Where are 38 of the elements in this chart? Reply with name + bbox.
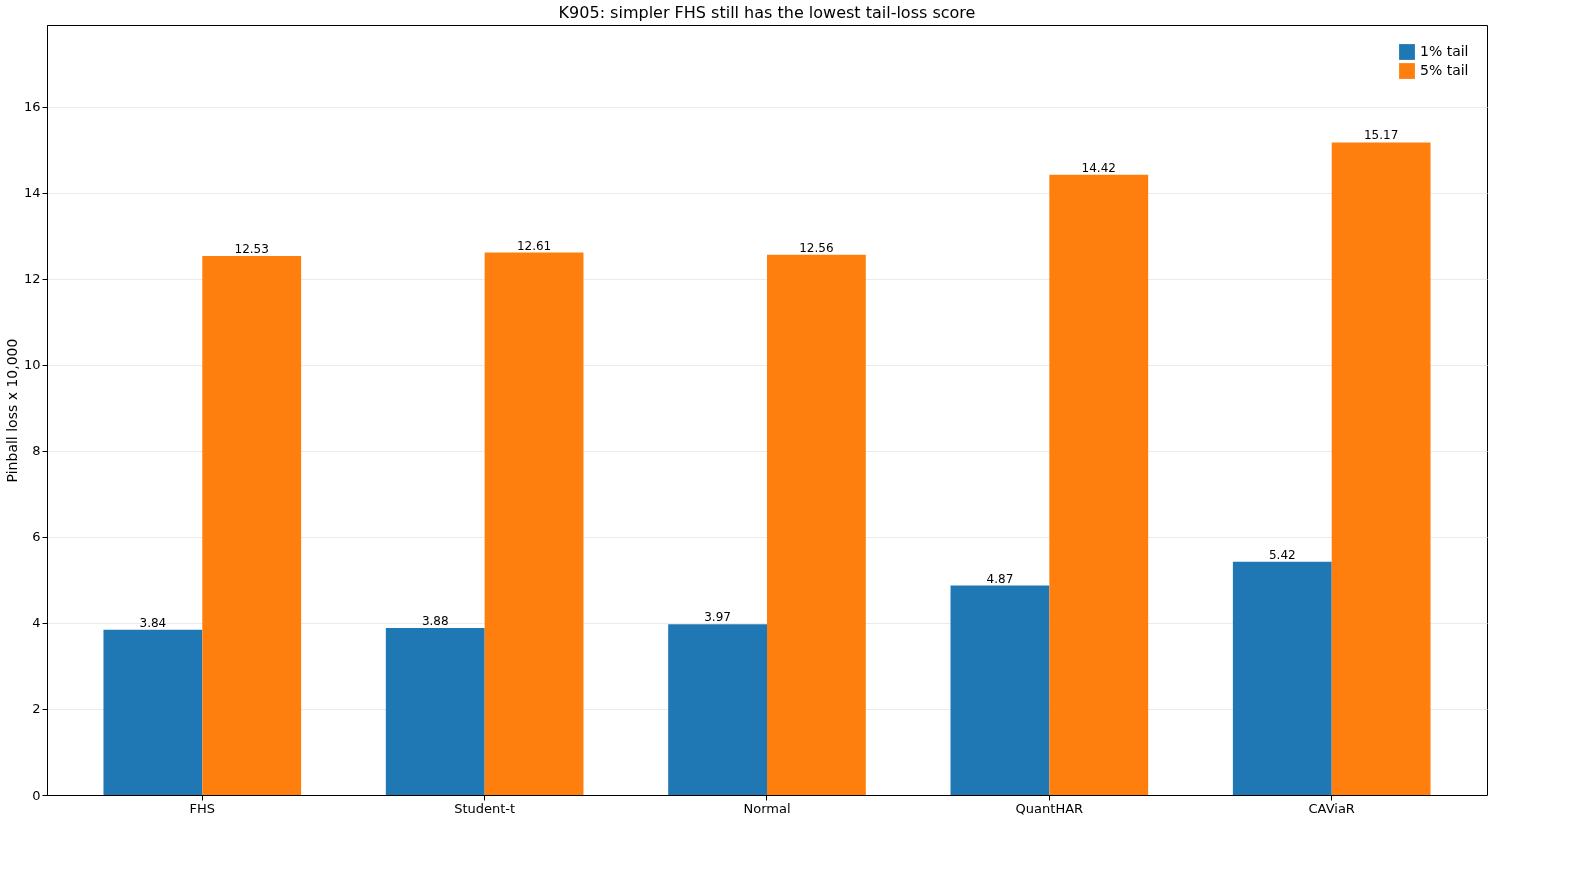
y-tick-label: 4: [32, 615, 41, 631]
bar: [1331, 142, 1431, 795]
bar: [767, 254, 866, 795]
data-label: 12.61: [516, 238, 552, 253]
chart-title: K905: simpler FHS still has the lowest tail-loss score: [558, 3, 976, 22]
y-tick-label: 2: [32, 701, 41, 717]
data-label: 3.97: [704, 610, 731, 625]
bar: [1232, 561, 1332, 795]
legend-label: 5% tail: [1420, 62, 1469, 78]
y-tick-label: 0: [32, 787, 41, 803]
y-tick-label: 16: [23, 99, 41, 115]
bar: [103, 629, 203, 795]
y-axis-title: Pinball loss x 10,000: [3, 338, 20, 483]
x-tick-label: Student-t: [454, 800, 516, 816]
bar: [484, 252, 584, 795]
bar: [202, 256, 302, 795]
data-label: 3.88: [421, 614, 449, 629]
bar: [385, 628, 485, 795]
y-tick-label: 12: [23, 271, 41, 287]
y-tick-label: 8: [32, 443, 41, 459]
data-label: 4.87: [986, 571, 1014, 586]
x-tick-label: CAViaR: [1308, 800, 1355, 816]
bar: [668, 624, 767, 795]
y-tick-label: 10: [23, 357, 41, 373]
y-tick-label: 6: [32, 529, 41, 545]
data-label: 12.56: [799, 240, 834, 255]
y-tick-label: 14: [23, 185, 41, 201]
data-label: 12.53: [234, 242, 269, 256]
legend-label: 1% tail: [1420, 43, 1469, 59]
data-label: 14.42: [1081, 160, 1116, 175]
bar: [1049, 174, 1149, 795]
bar: [950, 585, 1050, 795]
x-tick-label: QuantHAR: [1015, 800, 1084, 816]
x-tick-label: Normal: [743, 800, 791, 816]
data-label: 3.84: [139, 615, 167, 630]
data-label: 5.42: [1268, 547, 1296, 562]
x-tick-label: FHS: [189, 800, 216, 816]
data-label: 15.17: [1363, 128, 1399, 143]
